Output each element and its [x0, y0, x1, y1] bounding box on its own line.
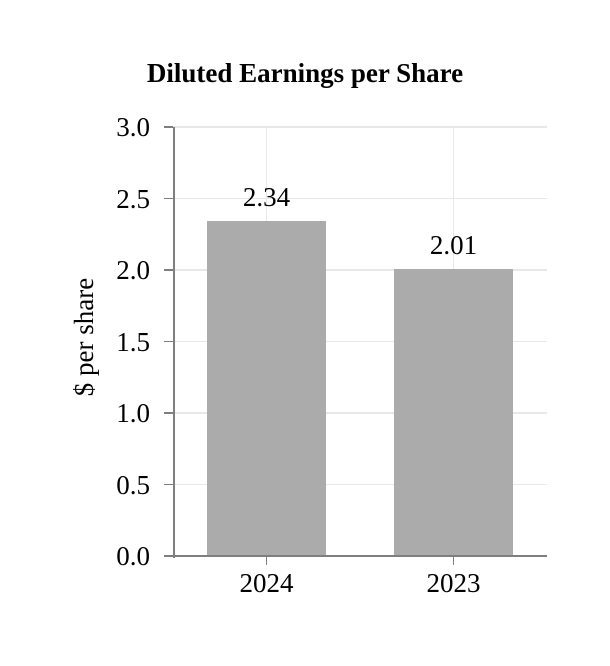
y-axis-title: $ per share: [69, 277, 99, 397]
y-tick: [164, 269, 173, 271]
x-tick-label: 2023: [426, 568, 481, 598]
y-tick: [164, 340, 173, 343]
h-gridline: [173, 340, 547, 343]
y-tick: [164, 412, 173, 414]
y-tick: [164, 483, 173, 486]
chart-title: Diluted Earnings per Share: [146, 58, 464, 88]
y-tick: [164, 555, 173, 557]
y-tick-label: 3.0: [116, 112, 150, 142]
h-gridline: [173, 412, 547, 414]
y-tick-label: 2.5: [116, 183, 150, 214]
y-tick: [164, 197, 173, 200]
plot-area: 0.0 0.5 1.0 1.5 2.0 2.5 3.0 2024 2.34 2023 2.01: [116, 112, 547, 598]
y-tick-label: 0.5: [116, 469, 150, 500]
h-gridline: [173, 197, 547, 200]
y-axis-line: [173, 127, 175, 558]
bar-value-label: 2.01: [429, 229, 478, 260]
x-tick-label: 2024: [239, 568, 294, 598]
bar: [207, 221, 326, 556]
bar: [394, 268, 513, 556]
y-tick: [164, 126, 173, 128]
x-tick: [452, 557, 455, 565]
h-gridline: [173, 126, 547, 128]
bar-value-label: 2.34: [242, 182, 291, 213]
y-tick-label: 1.0: [116, 398, 150, 428]
y-tick-label: 1.5: [116, 326, 150, 357]
h-gridline: [173, 483, 547, 486]
h-gridline: [173, 269, 547, 271]
x-tick: [265, 557, 268, 565]
y-tick-label: 2.0: [116, 255, 150, 285]
x-axis-line: [173, 555, 547, 557]
y-tick-label: 0.0: [116, 541, 150, 571]
